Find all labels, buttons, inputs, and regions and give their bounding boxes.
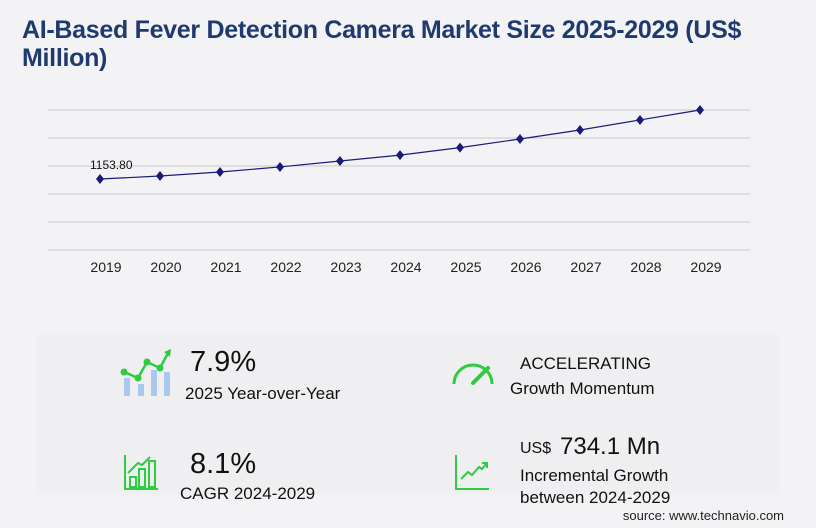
x-tick-label: 2028 (630, 259, 661, 275)
incremental-label-2: between 2024-2029 (520, 488, 671, 507)
incremental-prefix: US$ (520, 440, 552, 457)
x-tick-label: 2019 (90, 259, 121, 275)
x-tick-label: 2029 (690, 259, 721, 275)
data-point-2027 (576, 124, 584, 135)
data-point-2022 (276, 161, 284, 172)
data-point-2025 (456, 142, 464, 153)
x-tick-label: 2027 (570, 259, 601, 275)
series-line (99, 109, 701, 180)
x-tick-label: 2024 (390, 259, 421, 275)
incremental-label-1: Incremental Growth (520, 466, 669, 485)
data-point-2024 (396, 150, 404, 161)
trend-up-icon (455, 455, 489, 490)
incremental-value: 734.1 Mn (560, 433, 661, 460)
x-tick-label: 2021 (210, 259, 241, 275)
x-tick-label: 2026 (510, 259, 541, 275)
source-text: source: www.technavio.com (622, 508, 784, 523)
x-tick-label: 2022 (270, 259, 301, 275)
stats-panel (36, 335, 780, 495)
x-tick-label: 2023 (330, 259, 361, 275)
data-point-2023 (336, 155, 344, 166)
data-point-2019 (96, 174, 104, 185)
cagr-value: 8.1% (190, 448, 257, 480)
momentum-label: Growth Momentum (510, 379, 655, 398)
data-point-2026 (516, 133, 524, 144)
chart-title: AI-Based Fever Detection Camera Market S… (22, 16, 742, 72)
line-chart: 2019 1153.80 2020 2021 2022 2023 2024 2025 2026 2… (48, 105, 750, 275)
growth-chart-icon (120, 349, 171, 396)
data-label: 1153.80 (90, 158, 133, 172)
yoy-label: 2025 Year-over-Year (185, 384, 341, 403)
yoy-value: 7.9% (190, 346, 257, 378)
data-point-2020 (156, 171, 164, 182)
data-point-2028 (636, 114, 644, 125)
data-point-2021 (216, 167, 224, 178)
speedometer-icon (452, 363, 494, 385)
x-tick-label: 2020 (150, 259, 181, 275)
data-point-2029 (696, 105, 704, 115)
bar-growth-icon (124, 455, 158, 490)
momentum-value: ACCELERATING (520, 354, 651, 373)
x-tick-label: 2025 (450, 259, 481, 275)
cagr-label: CAGR 2024-2029 (180, 484, 316, 503)
